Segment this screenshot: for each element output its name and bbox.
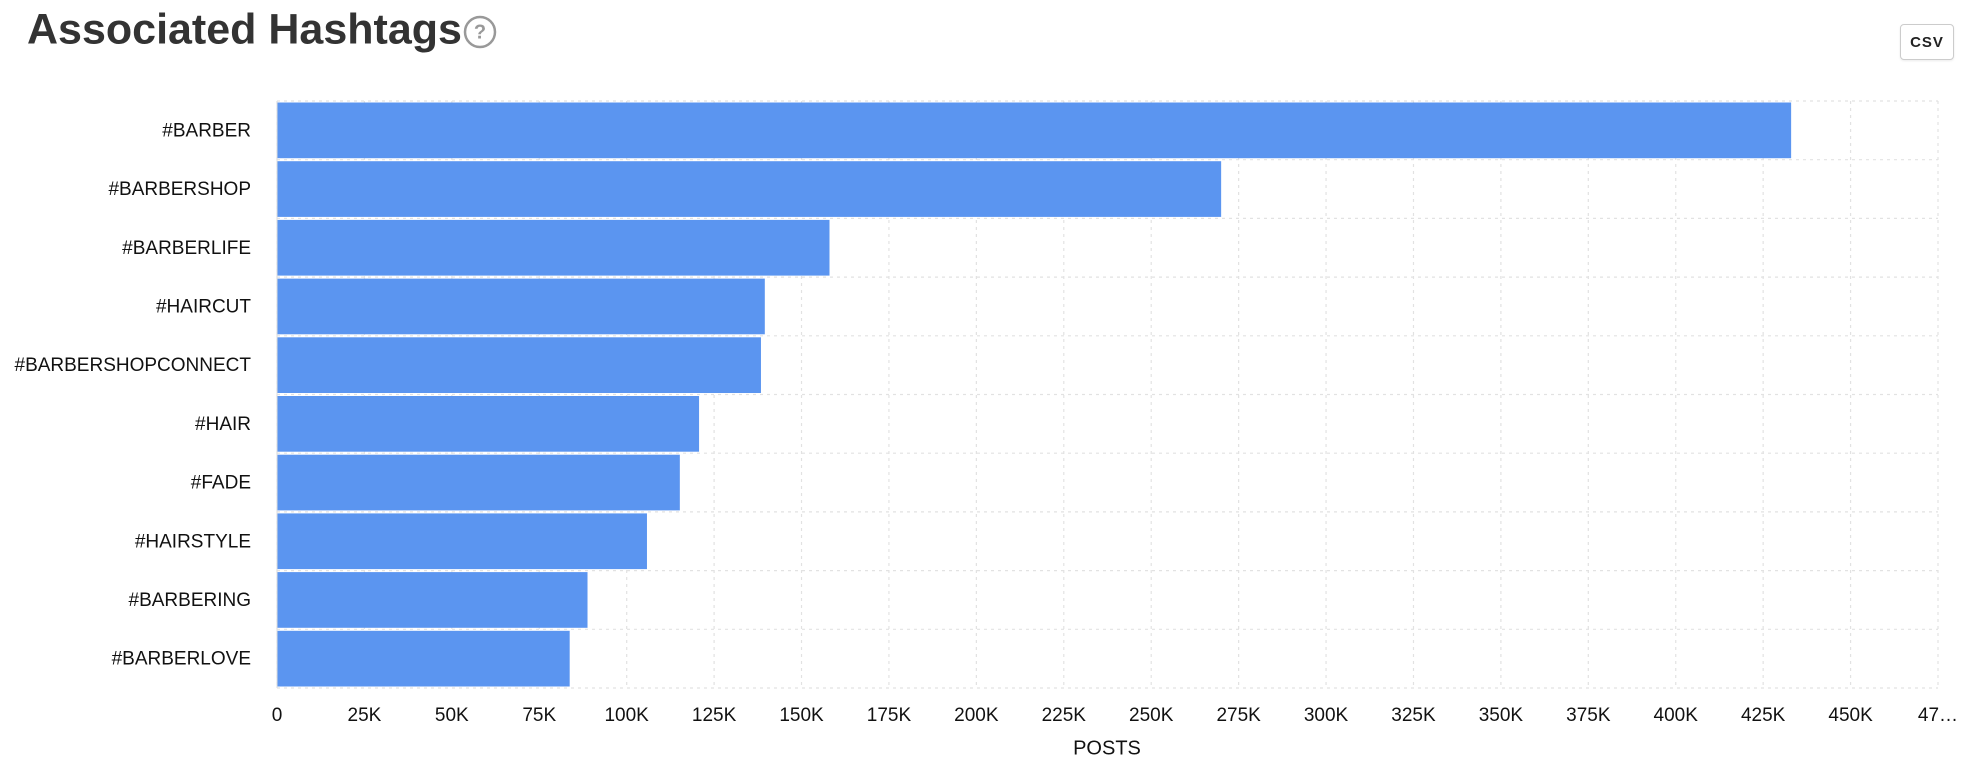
- x-tick-label: 175K: [867, 705, 912, 726]
- x-tick-label: 200K: [954, 705, 999, 726]
- bar: [277, 572, 588, 628]
- bar: [277, 219, 830, 276]
- bar: [277, 337, 761, 393]
- x-tick-label: 350K: [1479, 705, 1524, 726]
- y-tick-label: #HAIRSTYLE: [135, 531, 251, 552]
- x-tick-label: 75K: [522, 705, 556, 726]
- bar: [277, 161, 1222, 217]
- x-tick-label: 275K: [1216, 705, 1261, 726]
- x-tick-label: 25K: [348, 705, 382, 726]
- csv-button[interactable]: CSV: [1900, 24, 1954, 60]
- x-tick-label: 225K: [1042, 705, 1087, 726]
- bar: [277, 102, 1792, 159]
- x-tick-label: 125K: [692, 705, 737, 726]
- x-tick-label: 100K: [604, 705, 649, 726]
- help-icon-circle[interactable]: [463, 15, 497, 49]
- bar: [277, 278, 765, 335]
- y-tick-label: #BARBER: [162, 120, 251, 141]
- x-tick-label: 450K: [1828, 705, 1873, 726]
- x-tick-label: 150K: [779, 705, 824, 726]
- x-tick-label: 50K: [435, 705, 469, 726]
- x-tick-label: 0: [272, 705, 283, 726]
- bar: [277, 454, 680, 511]
- y-tick-label: #BARBERLIFE: [122, 238, 251, 259]
- y-tick-label: #FADE: [191, 473, 251, 494]
- x-tick-label: 375K: [1566, 705, 1611, 726]
- x-tick-label: 250K: [1129, 705, 1174, 726]
- y-tick-label: #HAIR: [195, 414, 251, 435]
- x-tick-label: 47…: [1918, 705, 1958, 726]
- chart-title: Associated Hashtags: [27, 5, 462, 53]
- y-tick-label: #BARBERSHOP: [108, 179, 251, 200]
- y-tick-label: #HAIRCUT: [156, 296, 251, 317]
- x-axis-title: POSTS: [1073, 737, 1141, 759]
- help-icon[interactable]: ?: [474, 21, 486, 43]
- bar: [277, 513, 647, 570]
- y-tick-label: #BARBERING: [129, 590, 251, 611]
- y-tick-label: #BARBERSHOPCONNECT: [15, 355, 252, 376]
- bar: [277, 630, 570, 687]
- x-tick-label: 325K: [1391, 705, 1436, 726]
- x-tick-label: 300K: [1304, 705, 1349, 726]
- x-tick-label: 400K: [1654, 705, 1699, 726]
- bar: [277, 396, 700, 452]
- x-tick-label: 425K: [1741, 705, 1786, 726]
- y-tick-label: #BARBERLOVE: [112, 649, 251, 670]
